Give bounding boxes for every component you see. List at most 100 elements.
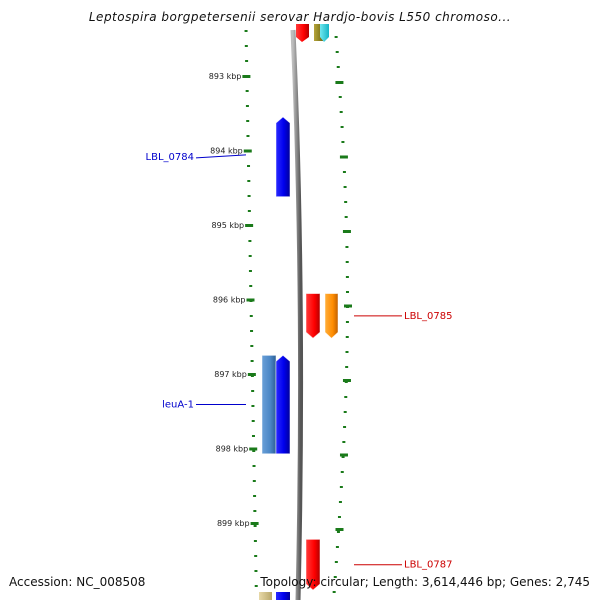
label-leader-line [195,154,247,159]
minor-tick [345,336,349,338]
accession-text: Accession: NC_008508 [9,575,146,589]
minor-tick [247,195,251,197]
minor-tick [247,165,251,167]
minor-tick [251,390,255,392]
minor-tick [339,486,343,488]
major-tick [247,373,256,376]
minor-tick [336,531,340,533]
minor-tick [345,276,349,278]
gene-label[interactable]: LBL_0785 [404,311,452,322]
minor-tick [343,186,347,188]
minor-tick [337,516,341,518]
major-tick [242,75,251,78]
gene-features [261,116,339,591]
minor-tick [248,270,252,272]
minor-tick [338,501,342,503]
major-tick [250,522,259,525]
minor-tick [254,570,258,572]
chromosome-backbone [290,29,304,600]
minor-tick [245,60,249,62]
minor-tick [252,450,256,452]
outer-tick-ruler [332,36,349,593]
minor-tick [248,255,252,257]
gene-unlabeled-2[interactable] [324,293,339,339]
minor-tick [345,321,349,323]
minor-tick [336,66,340,68]
major-tick-outer [339,453,348,457]
gene-lbl-0785[interactable] [305,293,321,339]
gene-unlabeled-3[interactable] [261,354,277,455]
minor-tick [341,141,345,143]
minor-tick [246,120,250,122]
gene-label[interactable]: leuA-1 [162,400,194,411]
tick-label: 899 kbp [217,519,250,528]
minor-tick [247,180,251,182]
minor-tick [250,330,254,332]
gene-lbl-0787[interactable] [305,538,321,591]
map-title: Leptospira borgpetersenii serovar Hardjo… [88,10,512,24]
minor-tick [345,246,349,248]
minor-tick [345,351,349,353]
major-tick-outer [342,230,351,233]
major-tick-outer [339,155,348,159]
major-tick [249,447,258,451]
major-tick-outer [342,379,351,382]
minor-tick [244,30,248,32]
gene-label[interactable]: LBL_0784 [146,152,194,163]
minor-tick [332,591,336,593]
minor-tick [339,111,343,113]
tick-label: 897 kbp [214,370,247,379]
minor-tick [342,441,346,443]
minor-tick [335,546,339,548]
minor-tick [246,135,250,137]
major-tick-outer [335,81,344,84]
minor-tick [245,90,249,92]
major-tick-outer [343,304,352,308]
minor-tick [253,495,257,497]
tick-label: 898 kbp [216,445,249,454]
major-tick [246,298,255,302]
minor-tick [253,510,257,512]
feature-clipped-top-olive [314,24,323,41]
minor-tick [335,51,339,53]
gene-labels: LBL_0784 LBL_0785 leuA-1 LBL_0787 [146,152,453,571]
feature-clipped-bottom-blue [276,592,290,600]
minor-tick [334,36,338,38]
minor-tick [249,285,253,287]
minor-tick [340,126,344,128]
major-tick [245,224,254,227]
minor-tick [245,105,249,107]
minor-tick [345,291,349,293]
feature-clipped-top-red [296,24,309,42]
tick-label: 896 kbp [213,296,246,305]
inner-tick-ruler [244,30,258,587]
minor-tick [252,480,256,482]
minor-tick [342,171,346,173]
minor-tick [344,201,348,203]
minor-tick [338,96,342,98]
minor-tick [249,315,253,317]
minor-tick [251,405,255,407]
minor-tick [251,435,255,437]
minor-tick [341,456,345,458]
tick-labels: 893 kbp 894 kbp 895 kbp 896 kbp 897 kbp 898 k… [209,72,250,528]
minor-tick [343,411,347,413]
gene-lbl-0784[interactable] [275,116,291,198]
tick-label: 895 kbp [212,221,245,230]
major-ticks [242,75,352,531]
minor-tick [340,471,344,473]
minor-tick [343,426,347,428]
minor-tick [250,345,254,347]
minor-tick [253,540,257,542]
gene-leua-1[interactable] [275,354,291,455]
minor-tick [345,366,349,368]
gene-label[interactable]: LBL_0787 [404,560,452,571]
minor-tick [334,561,338,563]
minor-tick [345,261,349,263]
minor-tick [253,525,257,527]
minor-tick [244,45,248,47]
minor-tick [333,576,337,578]
major-tick [243,149,252,153]
